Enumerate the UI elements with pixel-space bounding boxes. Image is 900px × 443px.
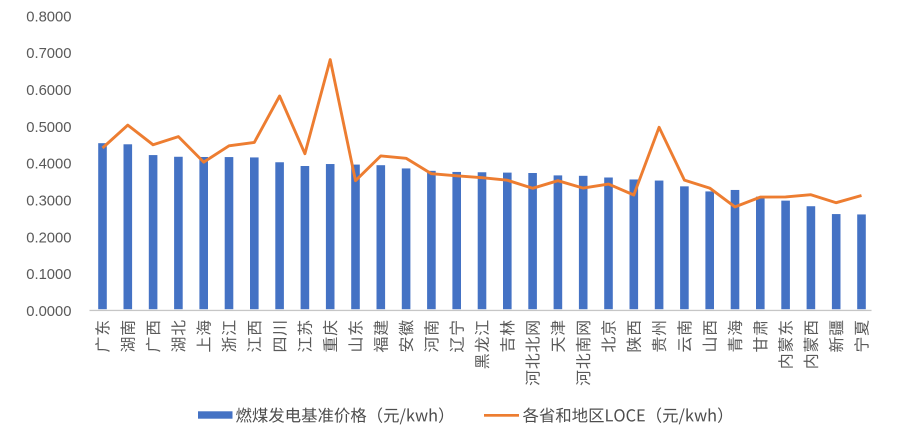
svg-text:0.7000: 0.7000 xyxy=(26,46,71,62)
svg-text:0.6000: 0.6000 xyxy=(26,83,71,99)
svg-text:0.0000: 0.0000 xyxy=(26,304,71,320)
svg-text:0.2000: 0.2000 xyxy=(26,230,71,246)
svg-text:0.5000: 0.5000 xyxy=(26,120,71,136)
svg-text:0.8000: 0.8000 xyxy=(26,9,71,25)
svg-text:0.1000: 0.1000 xyxy=(26,267,71,283)
svg-text:0.4000: 0.4000 xyxy=(26,157,71,173)
svg-text:0.3000: 0.3000 xyxy=(26,194,71,210)
